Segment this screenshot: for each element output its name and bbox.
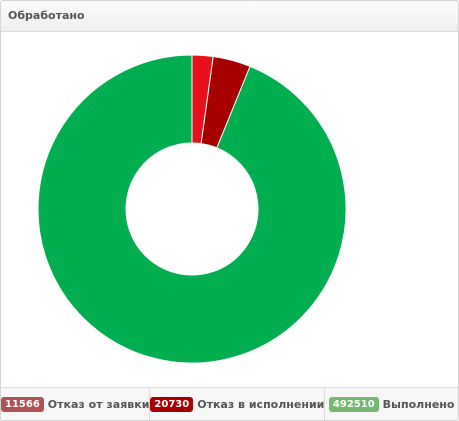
chart — [37, 54, 347, 364]
legend-label: Выполнено — [382, 398, 455, 411]
legend-item[interactable]: 11566 Отказ от заявки — [1, 388, 151, 420]
legend-item[interactable]: 492510 Выполнено — [325, 388, 458, 420]
value-badge: 20730 — [150, 397, 194, 412]
panel-title: Обработано — [1, 1, 458, 32]
legend-item[interactable]: 20730 Отказ в исполнении — [150, 388, 326, 420]
value-badge: 492510 — [328, 397, 379, 412]
donut-segment — [37, 54, 347, 364]
value-badge: 11566 — [1, 397, 44, 412]
legend: 11566 Отказ от заявки 20730 Отказ в исполн… — [1, 387, 458, 420]
legend-label: Отказ от заявки — [47, 398, 150, 411]
legend-label: Отказ в исполнении — [197, 398, 325, 411]
